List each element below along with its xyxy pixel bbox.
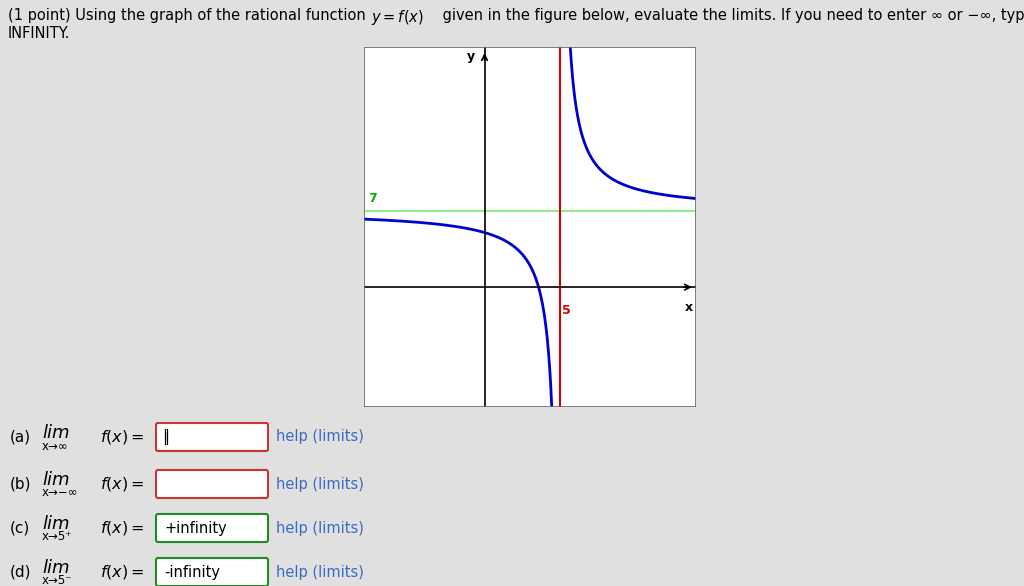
Text: lim: lim: [42, 471, 70, 489]
FancyBboxPatch shape: [156, 514, 268, 542]
Text: lim: lim: [42, 424, 70, 442]
Text: (c): (c): [10, 520, 31, 536]
Text: +infinity: +infinity: [164, 520, 226, 536]
Text: -infinity: -infinity: [164, 564, 220, 580]
Text: (a): (a): [10, 430, 31, 445]
Text: $f(x) =$: $f(x) =$: [100, 563, 144, 581]
FancyBboxPatch shape: [156, 423, 268, 451]
Bar: [364, 47, 696, 407]
Text: |: |: [164, 429, 169, 445]
Text: $f(x) =$: $f(x) =$: [100, 475, 144, 493]
Text: y: y: [467, 50, 475, 63]
Text: given in the figure below, evaluate the limits. If you need to enter ∞ or −∞, ty: given in the figure below, evaluate the …: [438, 8, 1024, 23]
Text: $f(x) =$: $f(x) =$: [100, 519, 144, 537]
Text: help (limits): help (limits): [276, 430, 364, 445]
FancyBboxPatch shape: [156, 558, 268, 586]
Text: x→−∞: x→−∞: [42, 486, 79, 499]
Text: (b): (b): [10, 476, 32, 492]
Text: x→5⁺: x→5⁺: [42, 530, 73, 543]
FancyBboxPatch shape: [156, 470, 268, 498]
Text: help (limits): help (limits): [276, 520, 364, 536]
Text: $y = f(x)$: $y = f(x)$: [371, 8, 424, 27]
Text: |: |: [162, 429, 167, 445]
Text: (d): (d): [10, 564, 32, 580]
Text: lim: lim: [42, 559, 70, 577]
Text: x→∞: x→∞: [42, 440, 69, 452]
Text: INFINITY.: INFINITY.: [8, 26, 71, 41]
Text: help (limits): help (limits): [276, 564, 364, 580]
Text: help (limits): help (limits): [276, 476, 364, 492]
Text: $f(x) =$: $f(x) =$: [100, 428, 144, 446]
Text: 7: 7: [368, 192, 377, 205]
Text: (1 point) Using the graph of the rational function: (1 point) Using the graph of the rationa…: [8, 8, 371, 23]
Text: 5: 5: [562, 304, 571, 316]
Text: lim: lim: [42, 515, 70, 533]
Text: x: x: [685, 301, 693, 314]
Text: x→5⁻: x→5⁻: [42, 574, 73, 586]
